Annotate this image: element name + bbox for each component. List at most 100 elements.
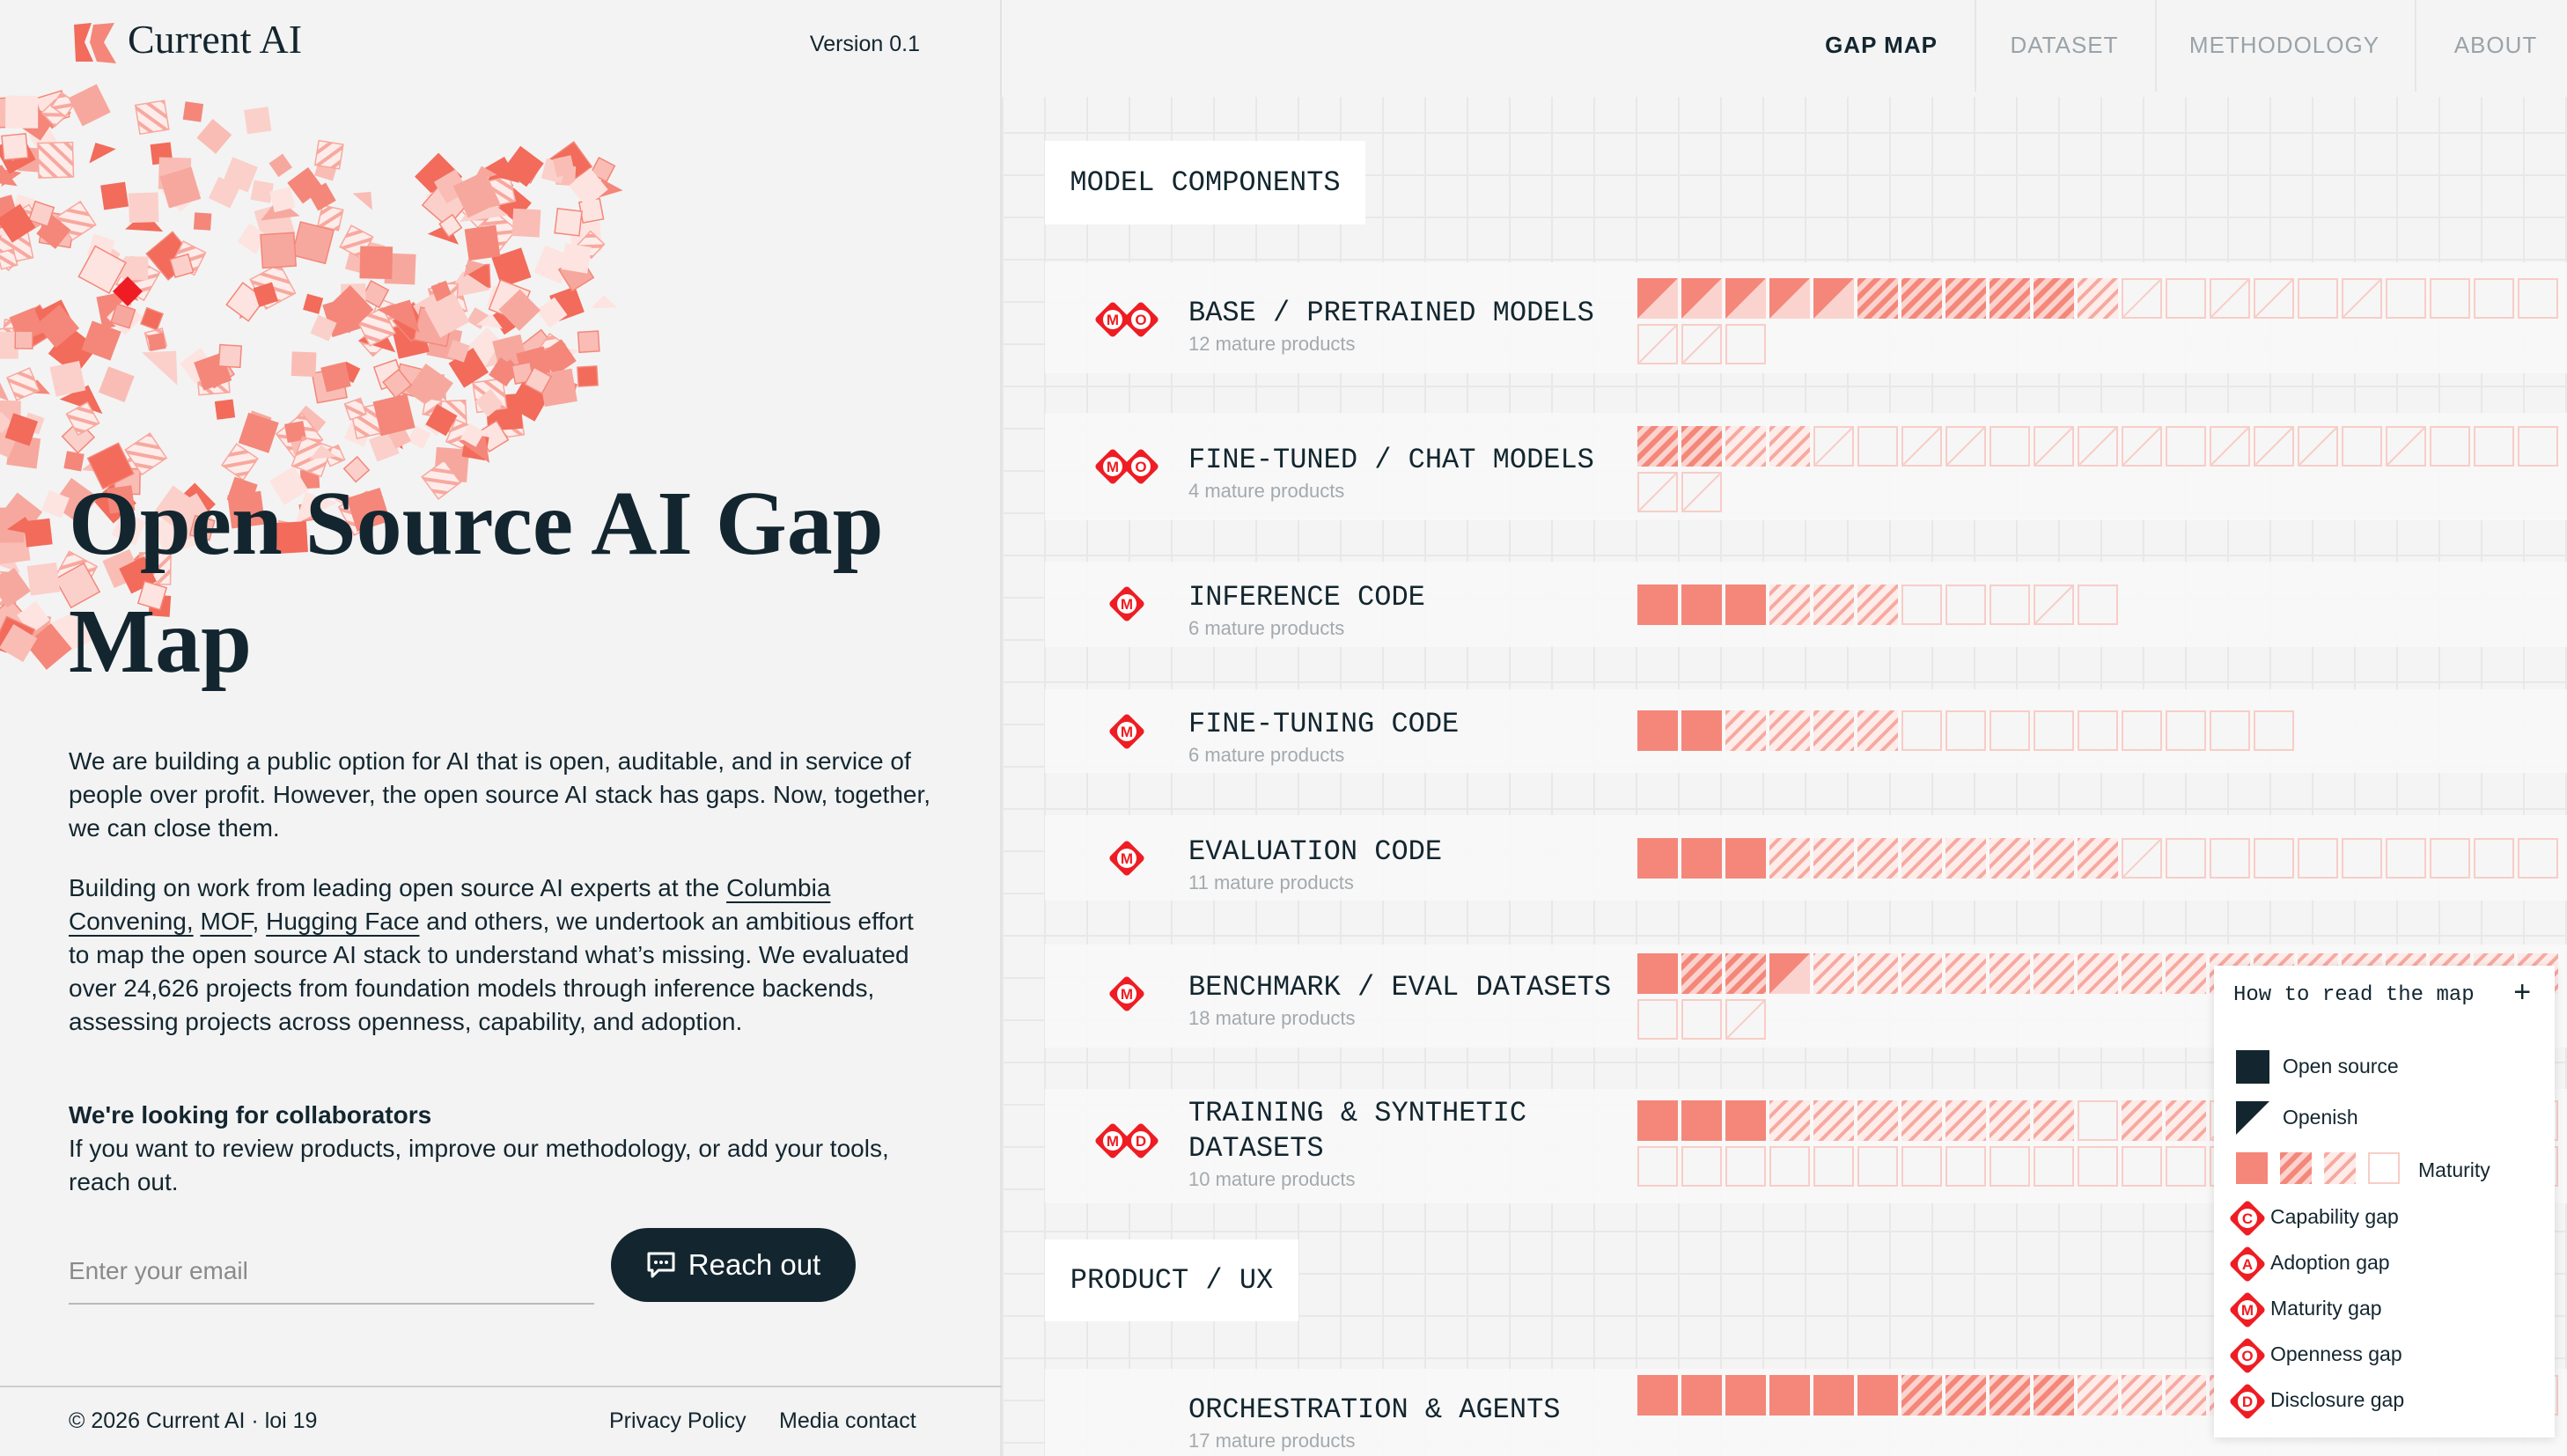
cell-empty	[2034, 710, 2074, 751]
cell-empty	[2254, 710, 2294, 751]
footer-link[interactable]: Privacy Policy	[609, 1408, 747, 1433]
inline-link[interactable]: Columbia Convening,	[69, 874, 831, 935]
gap-icon-inner	[1117, 849, 1136, 868]
decor-square	[474, 388, 504, 417]
email-placeholder: Enter your email	[69, 1257, 248, 1284]
gap-icon-inner	[1131, 310, 1151, 329]
decor-square	[491, 247, 532, 288]
nav-item[interactable]: GAP MAP	[1825, 32, 1938, 58]
decor-square	[0, 331, 18, 359]
row-name: INFERENCE CODE	[1188, 581, 1425, 614]
gap-icon-letter: M	[1107, 312, 1119, 328]
cell-open-source	[1681, 710, 1722, 751]
decor-shape	[303, 293, 324, 314]
reach-out-button[interactable]: Reach out	[611, 1228, 856, 1302]
cell-hatched	[1901, 1375, 1942, 1416]
decor-shape	[27, 200, 55, 228]
decor-shape	[214, 399, 236, 420]
legend-label: Adoption gap	[2270, 1251, 2390, 1274]
decor-shape	[478, 157, 520, 183]
cell-diagonal	[2122, 426, 2162, 467]
decor-shape	[464, 224, 501, 261]
nav-separator	[2155, 0, 2157, 92]
decor-shape	[320, 361, 351, 393]
cell-empty	[2430, 278, 2470, 319]
gap-icon-letter: O	[2241, 1348, 2253, 1364]
decor-square	[5, 95, 39, 129]
decor-triangle	[295, 492, 338, 525]
decor-shape	[89, 143, 116, 164]
cell-hatched	[1990, 1375, 2030, 1416]
brand-name[interactable]: Current AI	[128, 17, 303, 62]
decor-square	[1, 132, 29, 161]
openish-swatch	[2236, 1101, 2269, 1135]
legend-toggle[interactable]: +	[2513, 978, 2532, 1011]
cell-empty	[2342, 838, 2382, 879]
decor-shape	[309, 445, 336, 460]
decor-square	[41, 489, 70, 518]
text-segment: ,	[252, 908, 267, 935]
cell-empty	[2298, 838, 2338, 879]
decor-square	[193, 212, 212, 231]
inline-link[interactable]: MOF	[200, 908, 253, 935]
cell-empty	[1990, 710, 2030, 751]
decor-shape	[554, 208, 583, 237]
inline-link[interactable]: Hugging Face	[266, 908, 420, 935]
cell-light-hatched	[1769, 710, 1810, 751]
text-segment: and others, we undertook an ambitious ef…	[69, 908, 914, 1035]
decor-hatched	[313, 139, 344, 170]
cell-diagonal	[2254, 426, 2294, 467]
decor-square	[589, 157, 616, 183]
email-input[interactable]: Enter your email	[69, 1257, 594, 1305]
gap-icon-inner	[1103, 310, 1122, 329]
gap-icon-inner	[2238, 1392, 2257, 1411]
decor-shape	[25, 623, 72, 670]
decor-shape	[0, 567, 31, 608]
chat-icon	[647, 1252, 675, 1278]
row-label: FINE-TUNED / CHAT MODELS 4 mature product…	[1188, 443, 1633, 504]
decor-shape	[346, 487, 391, 532]
cell-empty	[2166, 1146, 2206, 1187]
cell-light-hatched	[1813, 838, 1854, 879]
cell-empty	[1725, 1146, 1766, 1187]
cell-diagonal	[1637, 472, 1678, 512]
decor-square	[360, 279, 390, 309]
decor-shape	[268, 153, 292, 178]
nav-item[interactable]: DATASET	[2010, 32, 2119, 58]
cell-open-source	[1681, 1375, 1722, 1416]
intro-paragraph: We are building a public option for AI t…	[69, 747, 931, 842]
nav-item[interactable]: METHODOLOGY	[2188, 32, 2380, 58]
gap-icon-letter: O	[1135, 312, 1146, 328]
decor-hatched	[134, 99, 170, 136]
gap-icon-inner	[2238, 1346, 2257, 1365]
cell-light-hatched	[1990, 838, 2030, 879]
cell-open-source	[1725, 838, 1766, 879]
cell-empty	[1637, 1146, 1678, 1187]
decor-shape	[460, 423, 485, 447]
nav-separator	[1975, 0, 1976, 92]
decor-square	[147, 332, 166, 352]
decor-shape	[0, 248, 18, 270]
nav-item[interactable]: ABOUT	[2453, 32, 2538, 58]
decor-shape	[6, 367, 40, 401]
decor-square	[111, 511, 146, 546]
decor-square	[303, 293, 324, 314]
cell-empty	[2474, 426, 2514, 467]
gap-icon-letter: A	[2242, 1256, 2253, 1273]
footer-link[interactable]: Media contact	[779, 1408, 916, 1433]
decor-square	[438, 213, 463, 239]
decor-shape	[98, 366, 135, 402]
decor-square	[425, 404, 458, 437]
cell-light-hatched	[2122, 1100, 2162, 1141]
cell-empty	[2430, 838, 2470, 879]
decor-shape	[359, 246, 394, 280]
gap-icon-inner	[1117, 984, 1136, 1004]
decor-square	[6, 434, 41, 469]
cell-empty	[2518, 426, 2558, 467]
decorative-scatter	[0, 84, 623, 670]
cell-light-hatched	[2078, 953, 2118, 994]
decor-square	[342, 455, 371, 483]
decor-square	[561, 243, 592, 274]
legend-label: Openness gap	[2270, 1342, 2402, 1365]
